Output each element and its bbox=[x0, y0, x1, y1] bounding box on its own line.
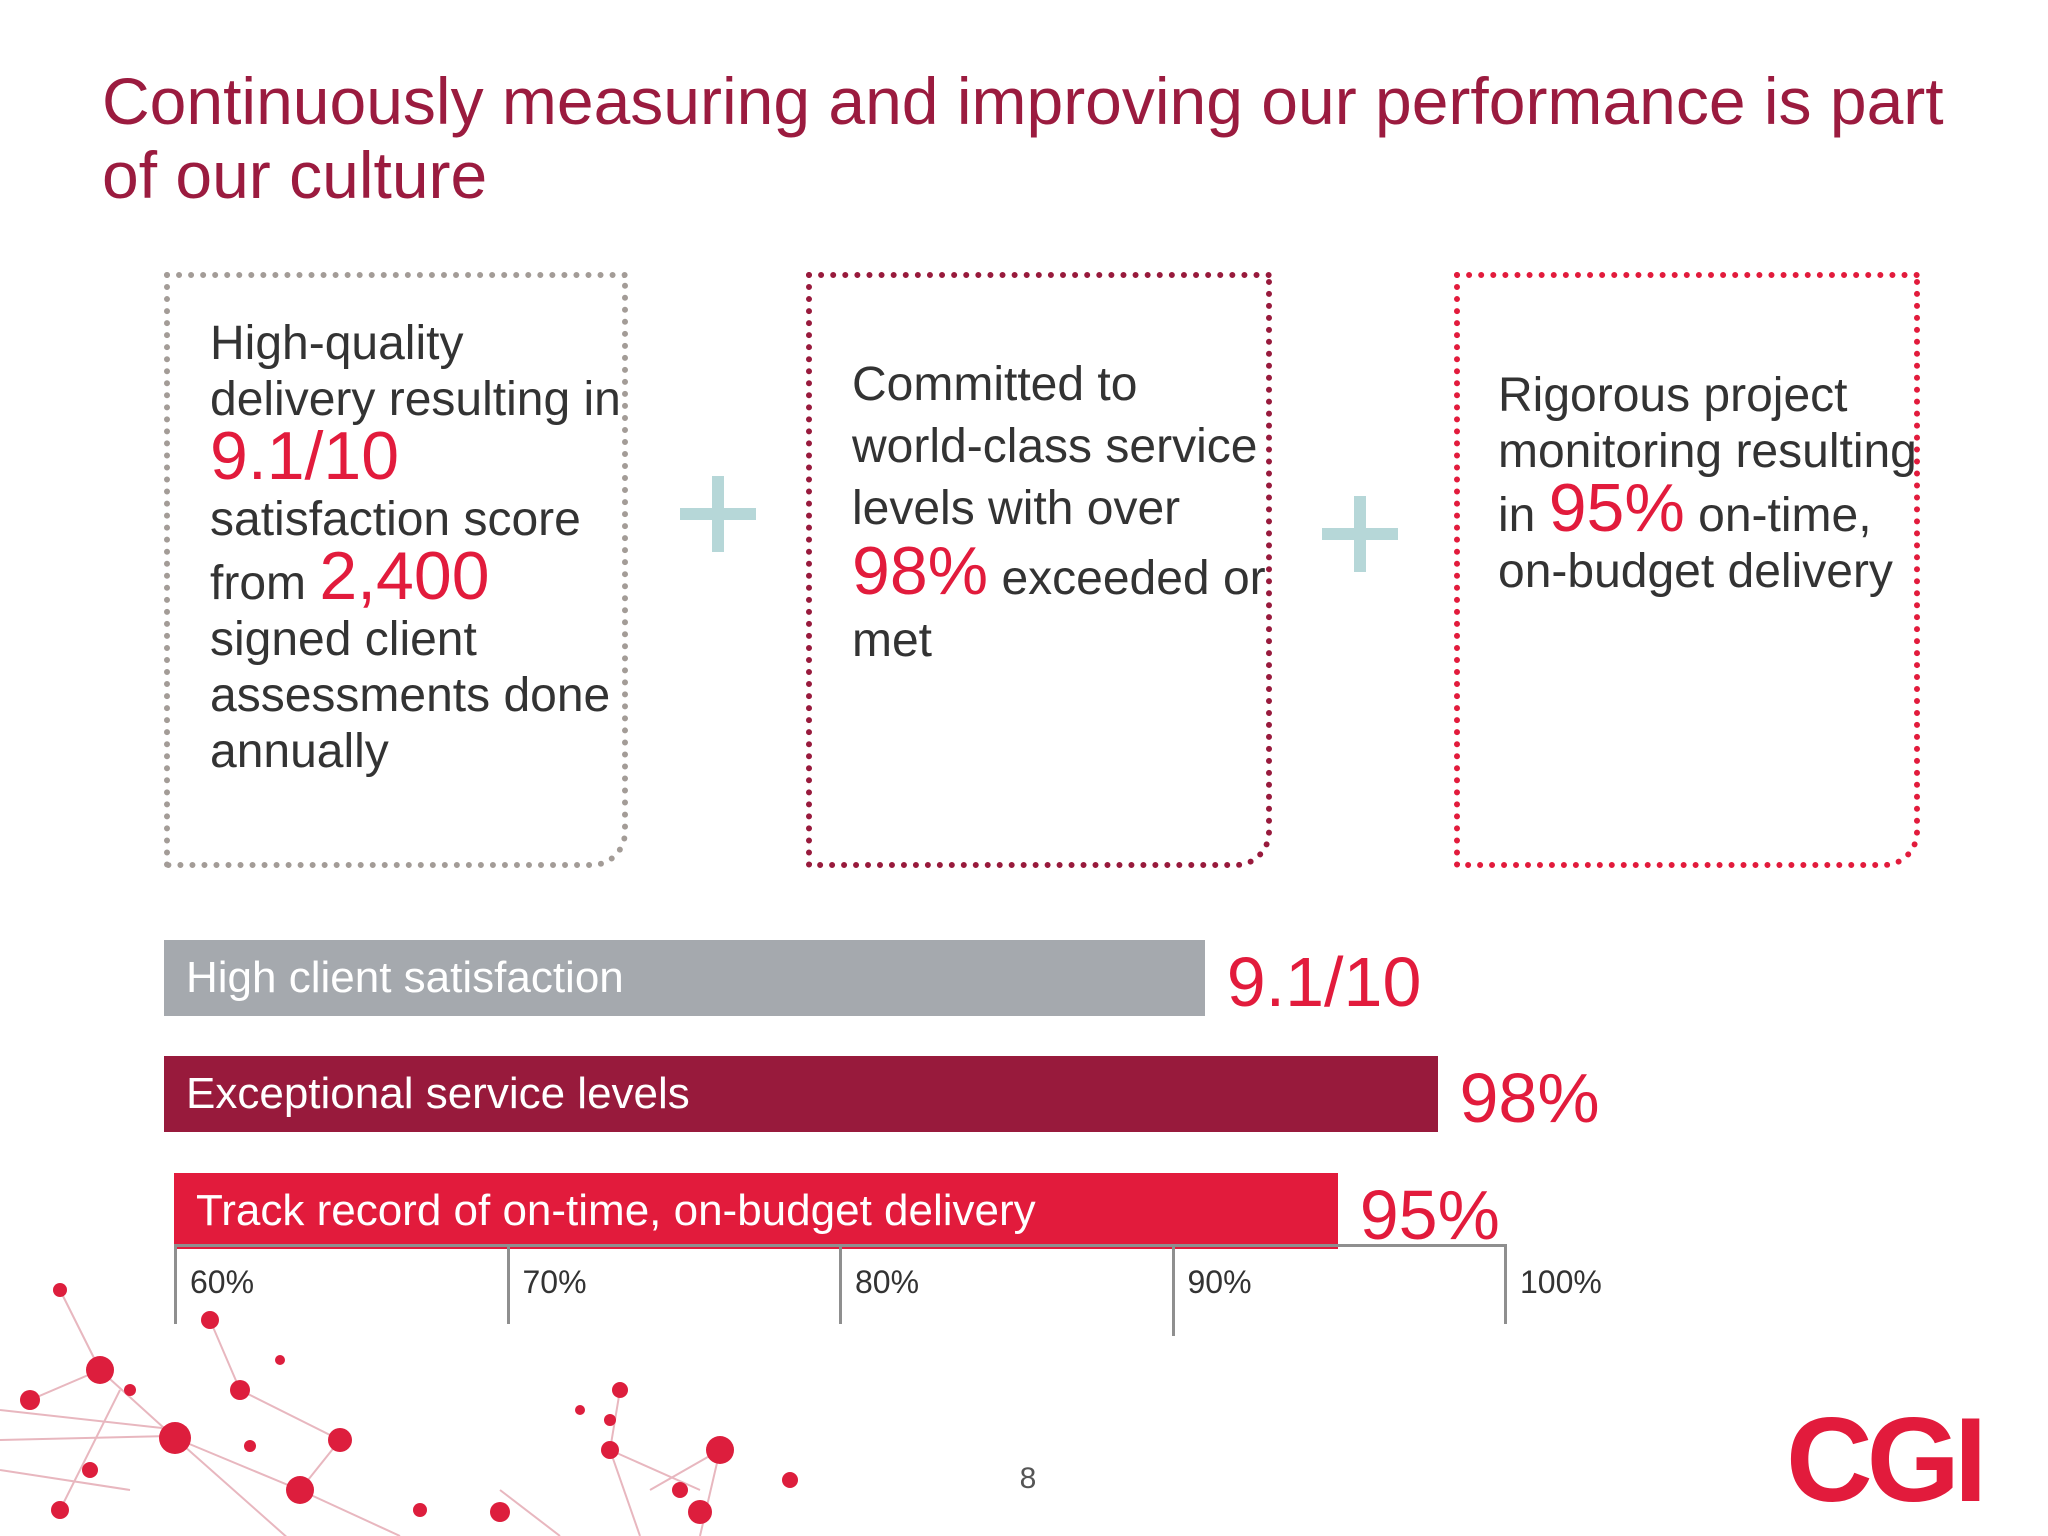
plus-icon bbox=[680, 476, 756, 552]
x-tick-label: 90% bbox=[1187, 1264, 1252, 1300]
service-levels-box-text: Committed to world-class service levels … bbox=[852, 354, 1272, 672]
x-tick-label: 60% bbox=[190, 1264, 255, 1300]
x-axis-tick bbox=[506, 1244, 510, 1324]
box3-text-2: on-time, on-budget delivery bbox=[1498, 489, 1893, 598]
box2-text-2: exceeded or met bbox=[852, 552, 1266, 667]
page-number: 8 bbox=[1019, 1462, 1037, 1495]
x-tick-label: 100% bbox=[1520, 1264, 1602, 1300]
service-levels-bar: Exceptional service levels bbox=[164, 1056, 1438, 1132]
service-levels-bar-value: 98% bbox=[1459, 1059, 1600, 1137]
delivery-bar: Track record of on-time, on-budget deliv… bbox=[174, 1173, 1338, 1249]
x-axis-tick bbox=[839, 1244, 842, 1324]
satisfaction-bar-value: 9.1/10 bbox=[1226, 943, 1422, 1021]
x-tick-label: 80% bbox=[855, 1264, 920, 1300]
project-monitoring-box-text: Rigorous project monitoring resulting in… bbox=[1498, 368, 1918, 600]
network-decoration-icon bbox=[0, 1283, 798, 1536]
satisfaction-box-text: High-quality delivery resulting in 9.1/1… bbox=[210, 316, 630, 780]
box3-value: 95% bbox=[1548, 470, 1685, 546]
delivery-bar-value: 95% bbox=[1359, 1176, 1500, 1254]
box1-text-1: High-quality delivery resulting in bbox=[210, 317, 621, 426]
box1-text-2: satisfaction score from bbox=[210, 493, 581, 610]
box2-value: 98% bbox=[852, 533, 989, 609]
box1-count: 2,400 bbox=[319, 538, 490, 614]
x-axis-tick bbox=[1171, 1244, 1175, 1336]
satisfaction-bar: High client satisfaction bbox=[164, 940, 1205, 1016]
box3-text-1: Rigorous project monitoring resulting in bbox=[1498, 369, 1917, 542]
service-levels-box: Committed to world-class service levels … bbox=[806, 272, 1272, 868]
cgi-logo: CGI bbox=[1786, 1393, 1987, 1527]
box2-text-1: Committed to world-class service levels … bbox=[852, 358, 1258, 535]
page-title: Continuously measuring and improving our… bbox=[102, 64, 1944, 212]
satisfaction-box: High-quality delivery resulting in 9.1/1… bbox=[164, 272, 628, 868]
box1-score: 9.1/10 bbox=[210, 418, 400, 494]
x-axis-tick bbox=[174, 1244, 177, 1324]
x-tick-label: 70% bbox=[522, 1264, 587, 1300]
box1-text-3: signed client assessments done annually bbox=[210, 613, 611, 778]
plus-icon bbox=[1322, 496, 1398, 572]
project-monitoring-box: Rigorous project monitoring resulting in… bbox=[1454, 272, 1920, 868]
x-axis-tick bbox=[1504, 1244, 1507, 1324]
